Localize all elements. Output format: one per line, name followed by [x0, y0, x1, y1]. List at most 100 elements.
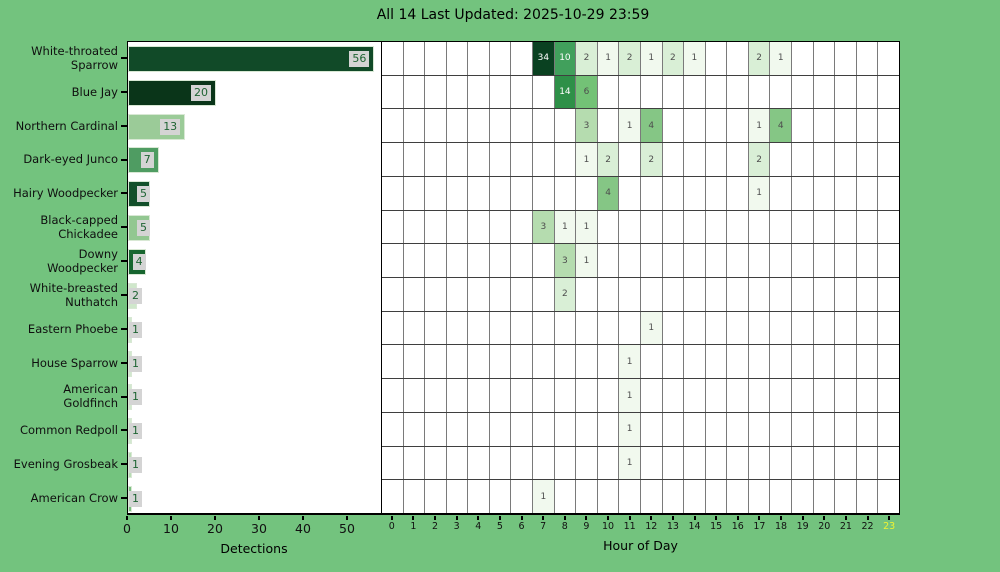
hour-axis-tick-label: 5 — [496, 521, 503, 532]
species-label-line: Dark-eyed Junco — [23, 152, 118, 167]
heatmap-cell — [792, 42, 814, 75]
heatmap-cell — [835, 446, 857, 480]
y-axis-tick — [121, 158, 127, 161]
heatmap-cell — [663, 379, 685, 412]
bar-row: 20 — [128, 76, 381, 110]
heatmap-cell: 1 — [576, 244, 598, 278]
heatmap-cell — [555, 480, 577, 514]
heatmap-cell-value: 1 — [626, 424, 633, 435]
hour-axis-tick-label: 2 — [432, 521, 439, 532]
heatmap-cell — [425, 210, 447, 244]
heatmap-cell — [511, 446, 534, 480]
hour-axis-tick-label: 17 — [753, 521, 766, 532]
heatmap-cell — [576, 379, 598, 412]
heatmap-cell — [490, 210, 512, 244]
heatmap-cell: 1 — [619, 446, 641, 480]
heatmap-cell — [749, 446, 771, 480]
species-label-line: American Crow — [30, 491, 118, 506]
heatmap-cell — [598, 244, 620, 278]
bar-row: 13 — [128, 110, 381, 144]
heatmap-cell — [684, 143, 706, 176]
hour-axis-tick — [477, 516, 480, 520]
heatmap-cell — [814, 278, 836, 311]
heatmap-cell-value: 10 — [559, 53, 571, 64]
heatmap-cell — [878, 211, 899, 244]
heatmap-cell-value: 2 — [669, 53, 676, 64]
heatmap-cell — [792, 143, 814, 176]
heatmap-cell — [468, 278, 490, 311]
heatmap-cell — [404, 75, 426, 109]
heatmap-cell — [749, 75, 771, 109]
heatmap-cell — [468, 412, 490, 446]
detections-count-label: 5 — [137, 186, 150, 203]
heatmap-cell — [770, 278, 792, 311]
heatmap-cell — [878, 244, 899, 277]
heatmap-cell — [749, 278, 771, 311]
species-label: Common Redpoll — [0, 413, 118, 447]
heatmap-cell — [663, 176, 685, 210]
heatmap-cell — [835, 176, 857, 210]
hour-axis-tick-label: 12 — [645, 521, 658, 532]
hour-axis-tick-label: 10 — [602, 521, 615, 532]
y-axis-tick — [121, 260, 127, 263]
heatmap-cell-value: 1 — [626, 390, 633, 401]
heatmap-cell: 1 — [619, 109, 641, 143]
heatmap-cell — [404, 109, 426, 143]
heatmap-cell-value: 4 — [777, 120, 784, 131]
species-label-line: Goldfinch — [63, 396, 118, 411]
heatmap-cell — [814, 176, 836, 210]
species-label: White-throated Sparrow — [0, 41, 118, 75]
heatmap-cell — [684, 446, 706, 480]
heatmap-cell — [425, 345, 447, 379]
heatmap-cell — [792, 311, 814, 345]
heatmap-row: 1 — [382, 311, 899, 346]
heatmap-cell — [641, 412, 663, 446]
heatmap-cell — [404, 412, 426, 446]
heatmap-row: 34 10 2 1 2 1 2 1 2 1 — [382, 42, 899, 76]
detections-count-label: 2 — [129, 287, 142, 304]
detections-count-label: 56 — [349, 50, 370, 67]
hour-axis-tick-label: 22 — [861, 521, 874, 532]
species-label-line: House Sparrow — [31, 355, 118, 370]
heatmap-cell-value: 3 — [562, 255, 568, 266]
heatmap-cell — [490, 480, 512, 514]
species-label-line: Hairy Woodpecker — [13, 186, 118, 201]
heatmap-cell — [447, 109, 469, 143]
heatmap-cell — [490, 42, 512, 75]
heatmap-cell — [641, 480, 663, 514]
hour-axis-tick-label: 11 — [623, 521, 636, 532]
detections-count-label: 1 — [129, 457, 142, 474]
heatmap-cell — [792, 75, 814, 109]
heatmap-cell — [814, 143, 836, 176]
heatmap-cell — [749, 480, 771, 514]
hour-axis-tick — [801, 516, 804, 520]
detections-count-label: 1 — [129, 355, 142, 372]
y-axis-tick — [121, 124, 127, 127]
species-label: Blue Jay — [0, 75, 118, 109]
heatmap-cell — [814, 311, 836, 345]
detections-axis-tick-label: 50 — [339, 521, 355, 536]
heatmap-cell: 1 — [533, 480, 555, 514]
heatmap-cell — [770, 143, 792, 176]
heatmap-cell — [382, 345, 404, 379]
species-label: House Sparrow — [0, 346, 118, 380]
heatmap-cell — [598, 446, 620, 480]
species-label-line: Eastern Phoebe — [27, 321, 118, 336]
hour-axis-tick — [844, 516, 847, 520]
hour-axis-tick — [671, 516, 674, 520]
hour-axis-tick — [888, 516, 891, 520]
hour-axis-tick-label-current: 23 — [883, 521, 896, 532]
heatmap-cell — [641, 75, 663, 109]
hour-axis-tick — [693, 516, 696, 520]
hour-axis-tick — [520, 516, 523, 520]
heatmap-cell — [619, 210, 641, 244]
hour-axis-tick-label: 0 — [388, 521, 395, 532]
heatmap-cell — [792, 244, 814, 278]
heatmap-cell — [511, 412, 534, 446]
heatmap-cell — [727, 42, 749, 75]
heatmap-cell — [447, 412, 469, 446]
heatmap-cell: 1 — [640, 311, 663, 345]
species-label-line: Blue Jay — [71, 84, 118, 99]
heatmap-cell-value: 2 — [626, 53, 633, 64]
heatmap-cell — [641, 176, 663, 210]
